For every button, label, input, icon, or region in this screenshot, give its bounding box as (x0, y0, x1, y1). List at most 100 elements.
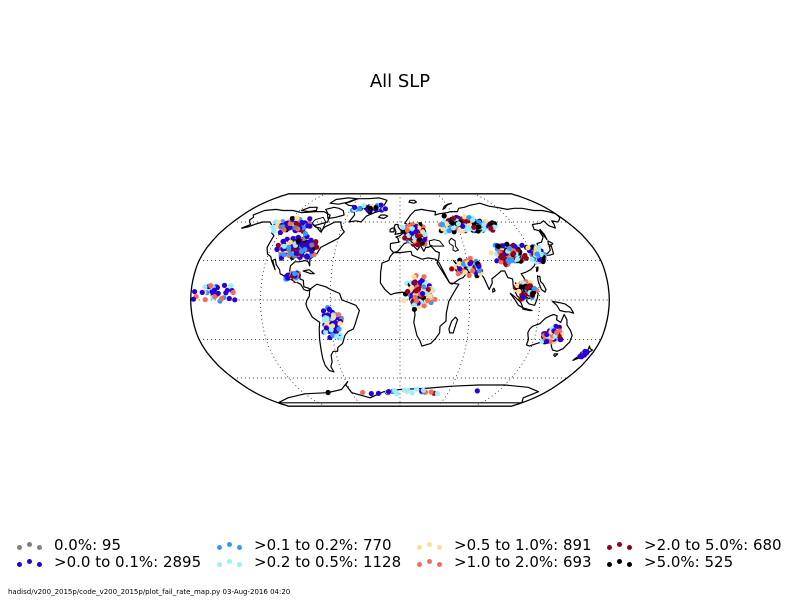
legend-label: >0.0 to 0.1%: 2895 (54, 553, 202, 571)
land-hokkaido (547, 240, 554, 246)
map-title: All SLP (369, 71, 431, 92)
station-marker (414, 386, 420, 392)
station-marker (411, 274, 417, 280)
station-marker (474, 388, 480, 394)
station-marker (462, 269, 468, 275)
station-marker (331, 314, 337, 320)
station-marker (336, 326, 342, 332)
station-marker (466, 215, 472, 221)
station-marker (199, 289, 205, 295)
station-marker (292, 271, 298, 277)
station-marker (212, 294, 218, 300)
station-marker (357, 206, 363, 212)
station-marker (422, 231, 428, 238)
station-marker (520, 294, 527, 300)
station-marker (432, 296, 438, 302)
station-marker (512, 244, 518, 250)
station-marker (368, 391, 374, 397)
station-marker (449, 220, 456, 226)
station-marker (413, 229, 419, 235)
station-marker (450, 225, 456, 231)
station-marker (337, 321, 343, 327)
station-marker (386, 389, 392, 395)
station-marker (457, 266, 463, 272)
graticule (190, 193, 610, 407)
station-marker (554, 330, 560, 336)
station-marker (307, 216, 313, 222)
station-marker (284, 236, 290, 242)
station-marker (420, 387, 426, 393)
station-marker (471, 224, 477, 230)
station-marker (351, 204, 358, 210)
station-marker (330, 332, 336, 338)
station-marker (553, 323, 559, 329)
station-marker (461, 261, 467, 267)
station-marker (441, 213, 447, 219)
legend-label: >5.0%: 525 (644, 553, 734, 571)
station-marker (309, 242, 315, 248)
station-marker (323, 329, 329, 335)
station-marker (466, 272, 472, 279)
station-marker (415, 242, 421, 248)
station-marker (421, 274, 427, 280)
station-marker (476, 268, 482, 274)
station-marker (228, 283, 234, 289)
station-marker (211, 287, 217, 293)
station-marker (411, 306, 417, 312)
legend-marker-icon (214, 536, 244, 554)
station-marker (511, 250, 517, 257)
station-marker (506, 245, 512, 251)
station-marker (322, 316, 328, 322)
station-marker (281, 243, 287, 249)
station-marker (412, 279, 418, 285)
station-marker (401, 387, 408, 393)
station-marker (325, 389, 331, 396)
station-marker (190, 296, 197, 302)
station-marker (409, 226, 415, 232)
station-markers (190, 202, 590, 397)
station-marker (278, 224, 284, 230)
station-marker (409, 284, 415, 291)
legend-marker-icon (14, 553, 44, 571)
station-marker (504, 241, 510, 247)
station-marker (334, 333, 340, 339)
land-ellesmere (329, 197, 358, 205)
station-marker (516, 288, 522, 294)
station-marker (451, 215, 457, 221)
station-marker (382, 206, 388, 212)
land-baffin (325, 206, 345, 220)
station-marker (289, 216, 295, 222)
station-marker (271, 228, 277, 234)
station-marker (375, 390, 382, 396)
station-marker (409, 230, 415, 236)
legend-marker-icon (604, 553, 634, 571)
water-black-sea (428, 239, 445, 247)
station-marker (293, 220, 299, 226)
station-marker (499, 252, 505, 258)
station-marker (320, 308, 327, 314)
station-marker (285, 275, 291, 281)
land-philippines (536, 275, 547, 293)
station-marker (500, 243, 506, 249)
station-marker (292, 225, 298, 231)
station-marker (309, 248, 315, 254)
station-marker (531, 285, 537, 291)
station-marker (481, 222, 487, 228)
station-marker (525, 245, 531, 251)
station-marker (462, 214, 468, 220)
station-marker (467, 261, 473, 267)
station-marker (293, 250, 299, 256)
land-great-britain (393, 223, 403, 235)
legend-marker-icon (414, 553, 444, 571)
station-marker (401, 298, 407, 304)
station-marker (529, 291, 536, 297)
station-marker (280, 238, 286, 245)
station-marker (469, 217, 476, 223)
station-marker (336, 312, 342, 318)
station-marker (307, 223, 313, 229)
station-marker (470, 268, 476, 274)
station-marker (509, 257, 515, 264)
land-novaya-zemlya (442, 202, 453, 210)
station-marker (314, 244, 320, 250)
land-south-america (305, 283, 360, 373)
